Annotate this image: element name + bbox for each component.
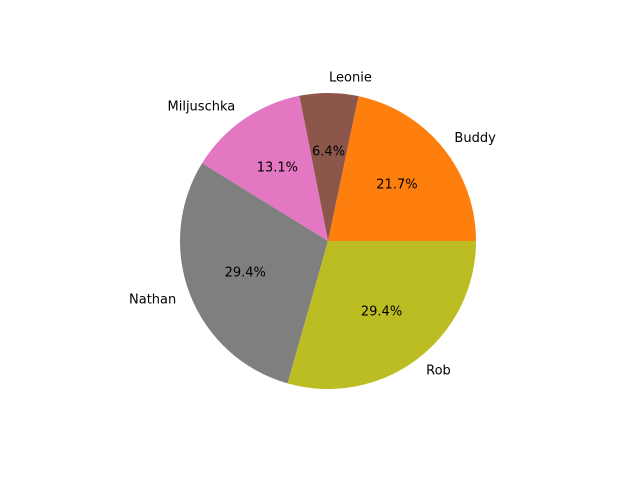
slice-percent-leonie: 6.4% — [312, 145, 345, 160]
slice-label-leonie: Leonie — [329, 71, 372, 86]
slice-percent-buddy: 21.7% — [376, 178, 417, 193]
slice-label-rob: Rob — [426, 363, 451, 378]
pie-labels: Buddy 21.7% Leonie 6.4% Miljuschka 13.1% Natha… — [129, 71, 496, 379]
slice-percent-rob: 29.4% — [361, 304, 402, 319]
pie-slice-rob — [287, 241, 477, 390]
slice-percent-miljuschka: 13.1% — [257, 161, 298, 176]
pie-slice-nathan — [179, 163, 328, 384]
slice-label-miljuschka: Miljuschka — [168, 100, 236, 115]
slice-percent-nathan: 29.4% — [225, 266, 266, 281]
pie-slice-buddy — [328, 96, 477, 241]
pie-slice-leonie — [299, 93, 359, 242]
pie-slice-miljuschka — [202, 95, 328, 241]
slice-label-nathan: Nathan — [129, 292, 176, 307]
pie-slices — [179, 93, 477, 390]
slice-label-buddy: Buddy — [454, 131, 496, 146]
